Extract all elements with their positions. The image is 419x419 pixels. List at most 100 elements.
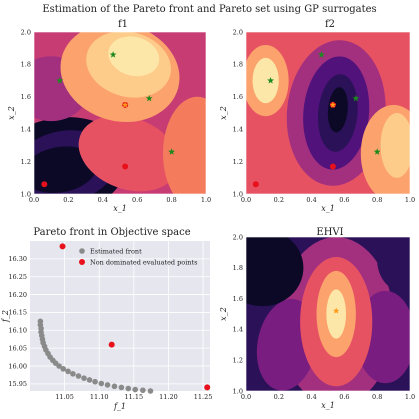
f1-contour-region <box>163 96 206 194</box>
objective-ytick-label: 15.95 <box>8 380 27 388</box>
f2-ytick-label: 1.8 <box>233 61 243 69</box>
panel-objective-title: Pareto front in Objective space <box>33 227 190 238</box>
ehvi-ylabel: x_2 <box>219 307 228 321</box>
f2-xtick-label: 0.8 <box>372 196 382 204</box>
estimated-front-point <box>132 386 139 393</box>
panel-f1: f1 0.0 0.2 0.4 0.6 0.8 1.0 1.0 1.2 1.4 1.6 1.8 2.0 x… <box>7 19 211 213</box>
f1-xtick-label: 0.4 <box>98 196 108 204</box>
f1-contour-region <box>34 146 98 193</box>
objective-xtick-label: 11.05 <box>55 393 74 401</box>
f2-red-point <box>329 163 336 170</box>
f1-green-star <box>109 51 117 58</box>
f1-green-star <box>168 148 176 155</box>
f2-orange-star <box>329 101 337 108</box>
f2-contour-region <box>327 87 348 133</box>
f2-green-star <box>318 51 325 58</box>
ehvi-xtick-label: 1.0 <box>405 393 415 401</box>
ehvi-xtick-label: 0.4 <box>306 393 316 401</box>
f1-ytick-label: 2.0 <box>21 28 31 36</box>
f1-frame <box>33 31 207 195</box>
f1-xtick-label: 1.0 <box>201 196 211 204</box>
f1-contour-region <box>108 36 160 77</box>
ehvi-contour-region <box>246 237 304 307</box>
f1-contour-region <box>78 115 179 192</box>
f2-contour-region <box>380 113 410 178</box>
f2-ytick-label: 1.2 <box>233 158 243 166</box>
legend-marker-estimated-front <box>79 248 85 254</box>
objective-ytick-label: 16.25 <box>8 273 27 281</box>
f1-orange-star <box>121 101 129 108</box>
ehvi-xtick-label: 0.2 <box>274 393 284 401</box>
ehvi-frame <box>245 236 411 392</box>
ehvi-contour-region <box>377 237 410 291</box>
panel-f1-plot: 0.0 0.2 0.4 0.6 0.8 1.0 1.0 1.2 1.4 1.6 1.8 2.0 x_1 x… <box>7 28 211 213</box>
objective-ylabel: f_2 <box>1 310 10 323</box>
objective-ytick-label: 16.00 <box>8 362 27 370</box>
ehvi-ytick-label: 2.0 <box>233 233 243 241</box>
ehvi-ytick-label: 1.4 <box>233 326 243 334</box>
ehvi-orange-star <box>332 307 340 314</box>
ehvi-xtick-label: 0.6 <box>339 393 349 401</box>
f1-ytick-label: 1.2 <box>21 158 31 166</box>
estimated-front-point <box>60 366 67 372</box>
f2-ylabel: x_2 <box>219 106 228 120</box>
f2-heatmap <box>246 32 410 194</box>
non-dominated-point <box>108 341 115 348</box>
panel-f2-title: f2 <box>325 19 335 30</box>
f1-green-star <box>145 94 153 102</box>
panel-f1-title: f1 <box>118 19 128 30</box>
estimated-front-point <box>65 368 71 375</box>
non-dominated-point <box>204 384 211 391</box>
f1-ytick-label: 1.8 <box>21 61 31 69</box>
estimated-front-point <box>75 373 82 379</box>
legend-label-non-dominated: Non dominated evaluated points <box>90 258 197 266</box>
ehvi-xlabel: x_1 <box>321 401 335 410</box>
objective-ytick-label: 16.30 <box>8 255 27 263</box>
estimated-front-point <box>140 387 146 394</box>
ehvi-ytick-label: 1.0 <box>233 387 243 395</box>
f2-frame <box>245 31 411 195</box>
estimated-front-point <box>98 380 105 387</box>
f2-contour-region <box>252 57 279 104</box>
estimated-front-point <box>56 363 62 369</box>
f2-ytick-label: 1.4 <box>233 126 243 134</box>
f2-ytick-label: 1.6 <box>233 93 243 101</box>
ehvi-xtick-label: 0.8 <box>372 393 382 401</box>
f1-red-point <box>41 181 48 188</box>
objective-xlabel: f_1 <box>113 402 126 411</box>
f2-xtick-label: 0.6 <box>339 196 349 204</box>
panel-objective-plot: 11.05 11.10 11.15 11.20 11.25 15.95 16.00 16.05… <box>1 241 212 411</box>
panel-ehvi: EHVI 0.0 0.2 0.4 0.6 0.8 1.0 1.0 1.2 1.4 1.6 1.8 2.… <box>219 227 415 410</box>
ehvi-contour-region <box>326 289 347 339</box>
f2-xtick-label: 0.2 <box>274 196 284 204</box>
f2-green-star <box>373 148 381 155</box>
f1-xtick-label: 0.6 <box>132 196 142 204</box>
f2-xtick-label: 0.0 <box>241 196 251 204</box>
estimated-front-point <box>125 385 132 392</box>
ehvi-ytick-label: 1.6 <box>233 295 243 303</box>
f1-ytick-label: 1.0 <box>21 190 31 198</box>
objective-ytick-label: 16.10 <box>8 327 27 335</box>
estimated-front-point <box>118 384 125 391</box>
panel-f2-plot: 0.0 0.2 0.4 0.6 0.8 1.0 1.0 1.2 1.4 1.6 1.8 2.0 x_1 x… <box>219 28 415 213</box>
f1-ytick-label: 1.6 <box>21 93 31 101</box>
objective-xtick-label: 11.10 <box>90 393 109 401</box>
estimated-front-point <box>86 377 93 383</box>
estimated-front-point <box>104 382 111 388</box>
f1-xtick-label: 0.2 <box>63 196 73 204</box>
objective-xtick-label: 11.25 <box>194 393 213 401</box>
legend-marker-non-dominated <box>79 259 85 265</box>
panel-ehvi-title: EHVI <box>316 227 343 238</box>
f2-xtick-label: 0.4 <box>306 196 316 204</box>
ehvi-xtick-label: 0.0 <box>241 393 251 401</box>
objective-ytick-label: 16.20 <box>8 291 27 299</box>
panel-objective: Pareto front in Objective space 11.05 11.… <box>1 227 212 411</box>
estimated-front-point <box>92 378 98 385</box>
f1-xtick-label: 0.0 <box>29 196 39 204</box>
f1-xtick-label: 0.8 <box>166 196 176 204</box>
estimated-front-point <box>111 383 118 390</box>
legend-label-estimated-front: Estimated front <box>90 247 142 255</box>
objective-ytick-label: 16.15 <box>8 309 27 317</box>
f2-ytick-label: 2.0 <box>233 28 243 36</box>
